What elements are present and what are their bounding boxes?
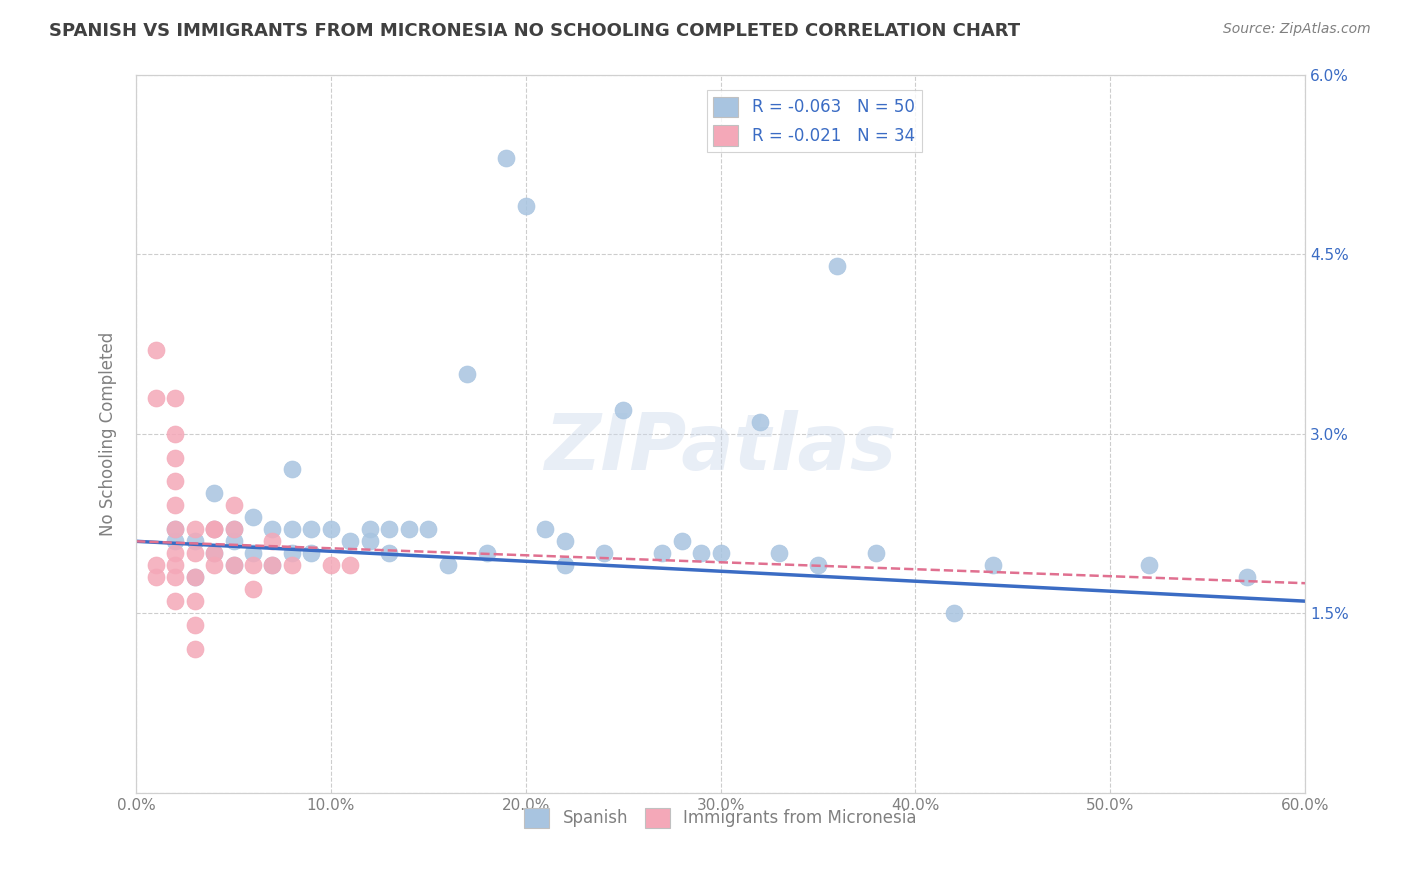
Point (262, 534, 284, 549)
Point (165, 570, 187, 584)
Point (262, 558, 284, 573)
Legend: Spanish, Immigrants from Micronesia: Spanish, Immigrants from Micronesia (517, 801, 924, 835)
Point (748, 415, 770, 429)
Point (1137, 558, 1160, 573)
Point (183, 570, 205, 584)
Point (165, 499, 187, 513)
Point (710, 546, 733, 560)
Point (165, 558, 187, 573)
Point (827, 259, 849, 273)
Point (242, 546, 264, 560)
Point (281, 462, 304, 476)
Point (202, 522, 225, 536)
Point (671, 534, 693, 549)
Point (145, 558, 167, 573)
Point (651, 546, 673, 560)
Point (475, 546, 498, 560)
Point (319, 522, 342, 536)
Point (281, 558, 304, 573)
Point (418, 522, 440, 536)
Point (262, 558, 284, 573)
Point (301, 546, 323, 560)
Point (145, 570, 167, 584)
Point (202, 558, 225, 573)
Point (222, 558, 245, 573)
Point (145, 343, 167, 357)
Point (456, 367, 478, 381)
Point (202, 546, 225, 560)
Point (165, 522, 187, 536)
Point (165, 426, 187, 441)
Point (495, 151, 517, 165)
Point (183, 642, 205, 657)
Point (437, 558, 460, 573)
Point (983, 558, 1005, 573)
Point (943, 606, 966, 620)
Point (183, 546, 205, 560)
Point (281, 546, 304, 560)
Point (242, 558, 264, 573)
Point (339, 534, 361, 549)
Point (165, 534, 187, 549)
Text: Source: ZipAtlas.com: Source: ZipAtlas.com (1223, 22, 1371, 37)
Y-axis label: No Schooling Completed: No Schooling Completed (100, 332, 117, 536)
Point (378, 522, 401, 536)
Point (242, 582, 264, 597)
Point (515, 199, 537, 213)
Point (222, 499, 245, 513)
Point (398, 522, 420, 536)
Point (281, 522, 304, 536)
Point (262, 522, 284, 536)
Point (865, 546, 887, 560)
Point (612, 402, 634, 417)
Point (165, 450, 187, 465)
Point (165, 391, 187, 405)
Point (222, 558, 245, 573)
Point (222, 522, 245, 536)
Point (183, 570, 205, 584)
Point (1236, 570, 1258, 584)
Point (202, 486, 225, 500)
Point (202, 522, 225, 536)
Point (319, 558, 342, 573)
Point (592, 546, 614, 560)
Point (554, 534, 576, 549)
Point (165, 475, 187, 489)
Point (222, 534, 245, 549)
Point (359, 522, 381, 536)
Point (183, 534, 205, 549)
Point (534, 522, 557, 536)
Point (165, 546, 187, 560)
Point (339, 558, 361, 573)
Point (183, 618, 205, 632)
Point (165, 594, 187, 608)
Text: ZIPatlas: ZIPatlas (544, 410, 897, 486)
Text: SPANISH VS IMMIGRANTS FROM MICRONESIA NO SCHOOLING COMPLETED CORRELATION CHART: SPANISH VS IMMIGRANTS FROM MICRONESIA NO… (49, 22, 1021, 40)
Point (301, 522, 323, 536)
Point (768, 546, 790, 560)
Point (183, 594, 205, 608)
Point (378, 546, 401, 560)
Point (807, 558, 830, 573)
Point (145, 391, 167, 405)
Point (202, 546, 225, 560)
Point (165, 522, 187, 536)
Point (183, 522, 205, 536)
Point (242, 510, 264, 524)
Point (690, 546, 713, 560)
Point (222, 522, 245, 536)
Point (554, 558, 576, 573)
Point (202, 522, 225, 536)
Point (359, 534, 381, 549)
